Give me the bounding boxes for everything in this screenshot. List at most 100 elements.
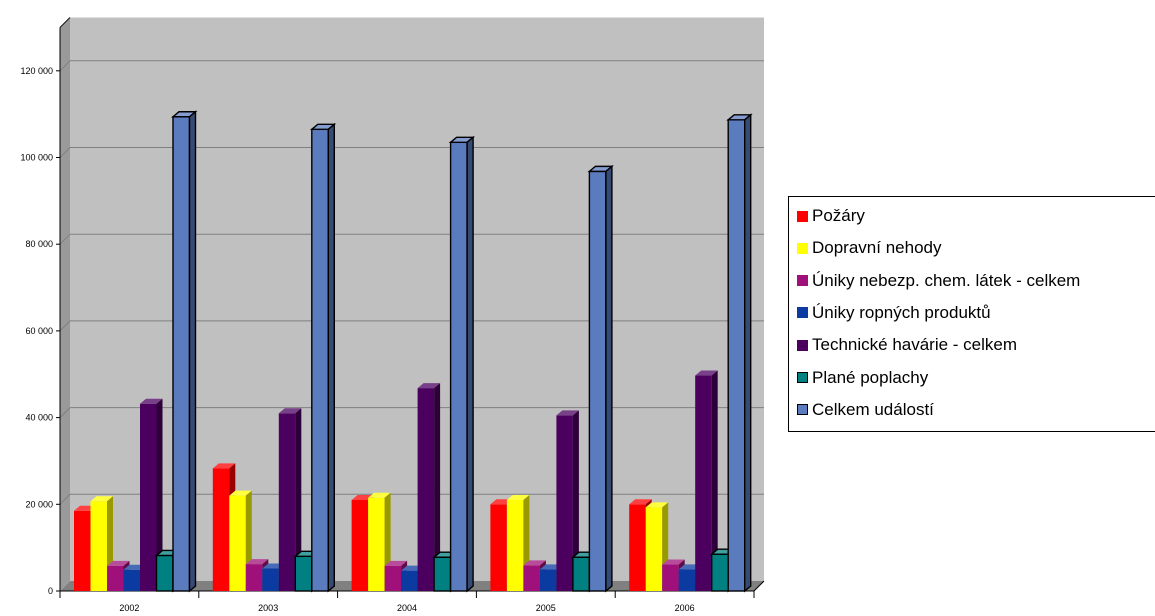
bar-side [156, 398, 163, 591]
gridlines [59, 60, 764, 505]
bar-side [188, 110, 197, 593]
bar-front [74, 510, 91, 591]
bar-top [229, 490, 252, 496]
y-axis-top-edge [59, 17, 71, 28]
legend-label: Úniky ropných produktů [812, 302, 991, 322]
bar [171, 110, 198, 593]
y-tick-label: 20 000 [25, 499, 53, 509]
bar-front [229, 495, 246, 591]
bar-top [645, 502, 669, 508]
legend-label: Požáry [812, 206, 865, 225]
bar-front [401, 570, 418, 591]
bar-side [295, 408, 302, 591]
gridline [59, 147, 764, 158]
bar-front [90, 501, 107, 591]
bar-top [523, 560, 546, 566]
legend-swatch [797, 404, 808, 416]
bar-front [123, 569, 140, 591]
bar [726, 113, 753, 593]
bars [74, 110, 753, 593]
bar-front [155, 554, 174, 592]
y-tick-label: 60 000 [25, 326, 53, 336]
bar [695, 370, 718, 591]
bar-side [711, 370, 718, 591]
bar-front [572, 556, 591, 592]
x-tick-label: 2004 [397, 603, 417, 613]
bar [309, 122, 337, 593]
bar-front [711, 553, 729, 592]
bar [448, 135, 476, 593]
gridline [59, 320, 764, 332]
gridline [59, 493, 764, 505]
bar-front [523, 565, 540, 591]
legend-swatch [797, 275, 808, 287]
bar-side [605, 164, 613, 593]
bar-side [572, 410, 579, 591]
y-tick-label: 100 000 [20, 153, 53, 163]
bar [278, 408, 302, 591]
x-tick-label: 2005 [536, 603, 556, 613]
bar-top [140, 398, 163, 404]
y-tick-label: 80 000 [25, 239, 53, 249]
bar-front [588, 170, 607, 592]
bar-front [311, 128, 329, 592]
bar-front [294, 555, 313, 592]
bar-top [662, 559, 685, 565]
bar-top [278, 408, 302, 414]
legend-swatch [797, 210, 808, 222]
bar [140, 398, 163, 591]
legend-swatch [797, 372, 808, 383]
gridline [59, 233, 764, 245]
legend-item: Požáry [797, 205, 865, 227]
bar-front [368, 497, 385, 591]
y-tick-label: 120 000 [20, 66, 53, 76]
legend-label: Dopravní nehody [812, 238, 942, 258]
bar [556, 410, 579, 591]
bar-front [212, 468, 230, 591]
x-axis-tick-labels: 2002 2003 2004 2005 2006 [119, 603, 694, 613]
gridline [59, 60, 764, 72]
bar-front [678, 569, 696, 591]
y-tick-label: 0 [48, 586, 53, 596]
bar-front [172, 116, 191, 592]
x-tick-label: 2006 [675, 603, 695, 613]
bar-front [417, 388, 435, 591]
bar-front [662, 564, 679, 591]
bar-front [384, 565, 402, 591]
x-axis-end-edge [753, 580, 765, 592]
bar [417, 383, 441, 591]
bar-front [107, 565, 124, 591]
bar-front [695, 375, 712, 591]
bar-top [417, 383, 441, 389]
legend-item: Dopravní nehody [797, 237, 941, 259]
bar-front [490, 504, 507, 591]
bar-top [107, 560, 130, 566]
bar-front [539, 569, 557, 591]
bar-front [449, 141, 468, 592]
legend-swatch [797, 307, 808, 319]
bar-front [645, 507, 663, 591]
bar [587, 164, 614, 593]
legend-item: Úniky nebezp. chem. látek - celkem [797, 270, 1080, 292]
bar-front [727, 119, 746, 592]
bar-top [384, 560, 408, 566]
bar-top [90, 496, 113, 502]
legend-label: Celkem událostí [812, 399, 934, 419]
bar-top [506, 494, 530, 500]
bar-side [744, 113, 752, 593]
legend-item: Plané poplachy [797, 367, 928, 389]
bar-front [262, 568, 279, 591]
legend-label: Plané poplachy [812, 367, 929, 387]
bar-front [278, 413, 296, 591]
gridline [59, 407, 764, 418]
bar-top [212, 463, 236, 469]
bar-side [434, 383, 441, 591]
legend-label: Technické havárie - celkem [812, 335, 1018, 355]
bar-front [506, 499, 524, 591]
legend-item: Celkem událostí [797, 399, 934, 421]
bar-top [556, 410, 579, 416]
bar-side [466, 135, 474, 593]
bar-top [245, 559, 269, 565]
legend: Požáry Dopravní nehody Úniky nebezp. chem.… [788, 196, 1155, 432]
